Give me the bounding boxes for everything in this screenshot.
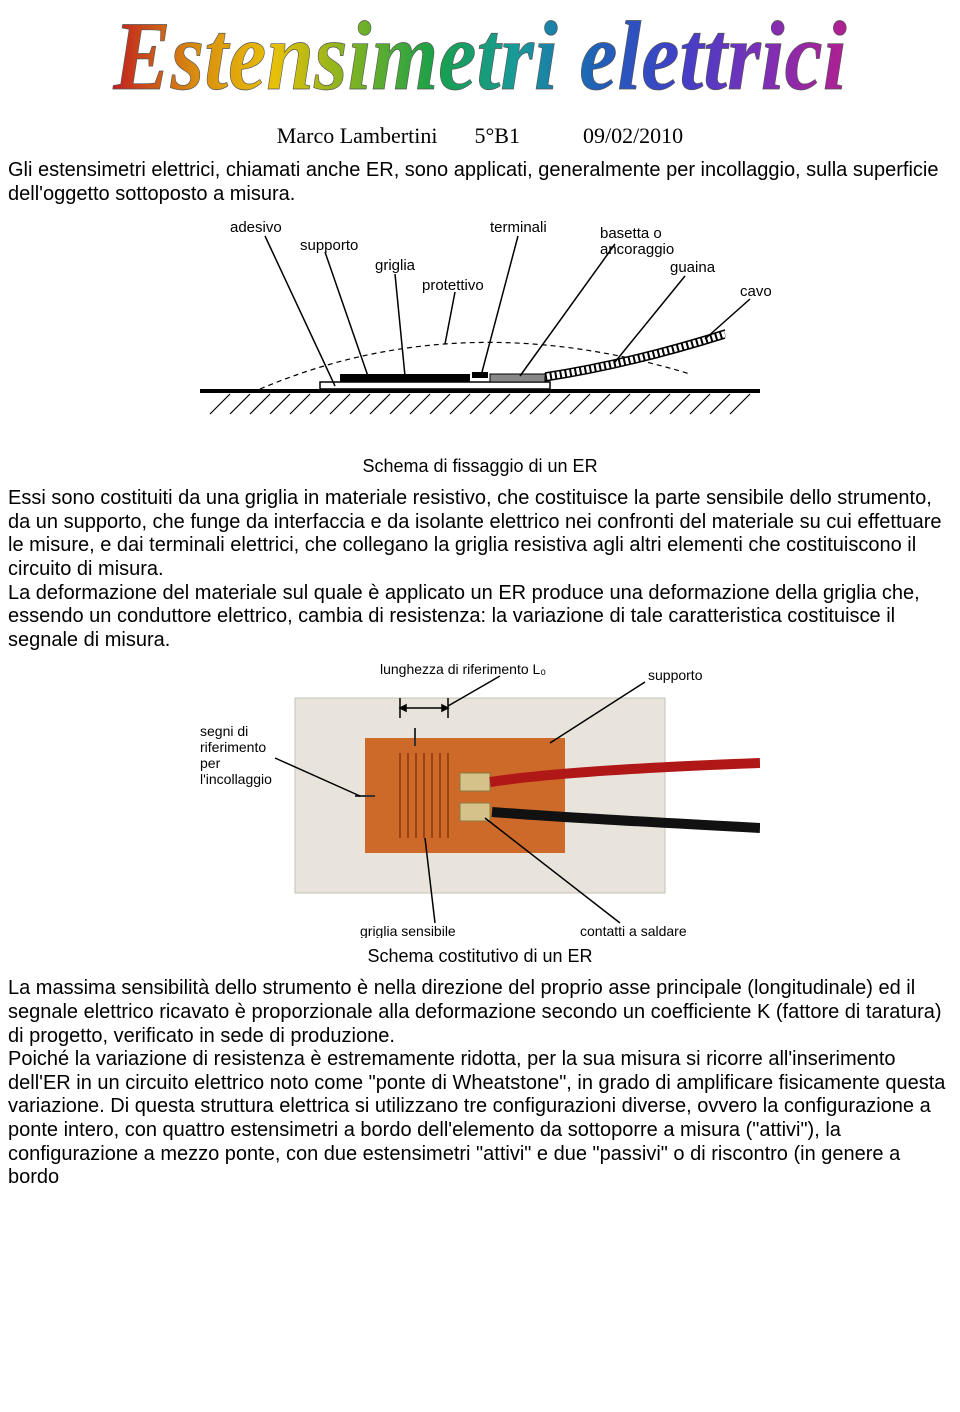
paragraph-4: La massima sensibilità dello strumento è… [8,977,952,1048]
label-adesivo: adesivo [230,219,282,236]
title-text: Estensimetri elettrici [112,4,846,112]
label-cavo: cavo [740,283,772,300]
label-griglia: griglia [375,257,416,274]
label-supporto2: supporto [648,667,703,683]
label-contatti: contatti a saldare [580,923,687,938]
author: Marco Lambertini [277,123,438,149]
diagram-costitutivo: lunghezza di riferimento L₀ supporto seg… [8,658,952,938]
paragraph-5: Poiché la variazione di resistenza è est… [8,1048,952,1190]
paragraph-3: La deformazione del materiale sul quale … [8,582,952,653]
date: 09/02/2010 [583,123,683,149]
class: 5°B1 [474,123,519,149]
paragraph-2: Essi sono costituiti da una griglia in m… [8,487,952,581]
label-terminali: terminali [490,219,547,236]
byline: Marco Lambertini 5°B1 09/02/2010 [8,123,952,149]
diagram-fissaggio: adesivo supporto griglia protettivo term… [8,214,952,444]
label-segni: segni di riferimento per l'incollaggio [200,723,272,787]
caption-diagram1: Schema di fissaggio di un ER [8,456,952,477]
label-griglia2: griglia sensibile [360,923,456,938]
label-basetta: basetta o ancoraggio [600,225,674,258]
label-supporto: supporto [300,237,358,254]
label-lunghezza: lunghezza di riferimento L₀ [380,661,546,677]
caption-diagram2: Schema costitutivo di un ER [8,946,952,967]
label-guaina: guaina [670,259,716,276]
label-protettivo: protettivo [422,277,484,294]
intro-paragraph: Gli estensimetri elettrici, chiamati anc… [8,159,952,206]
page-title-wordart: Estensimetri elettrici [8,0,952,119]
